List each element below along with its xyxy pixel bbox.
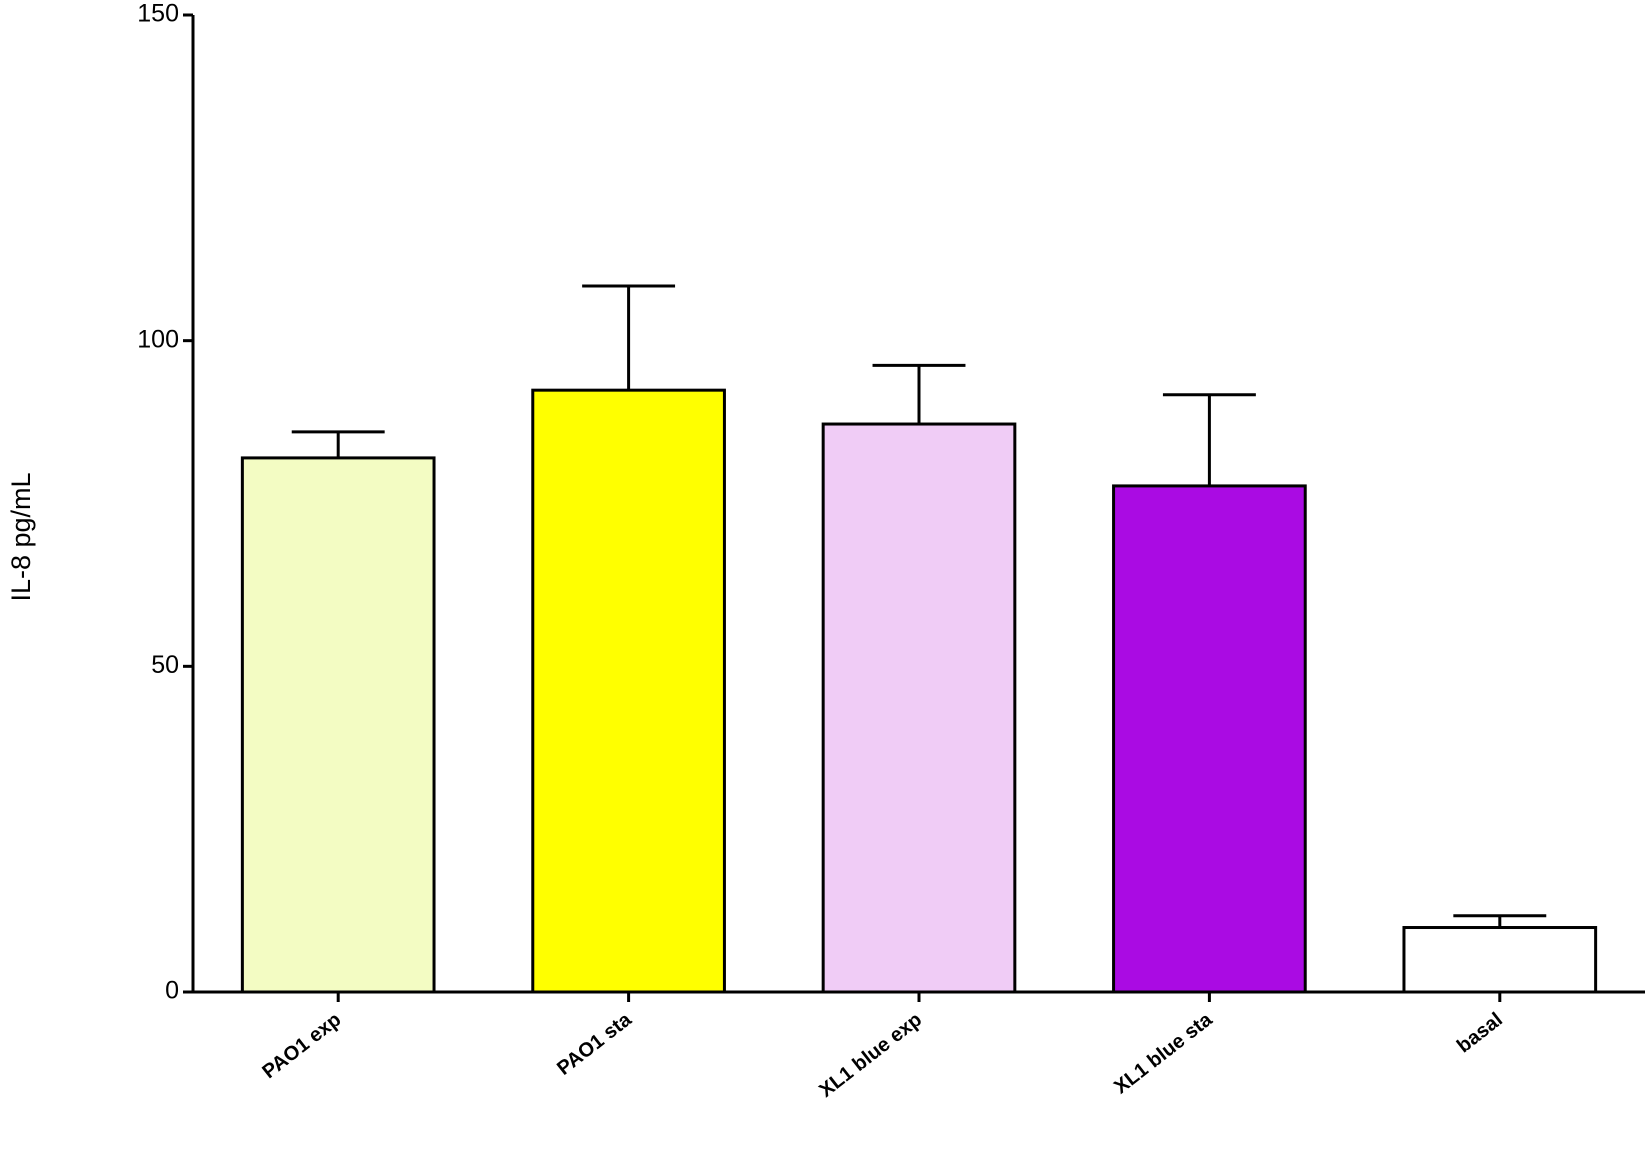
bar <box>1402 926 1598 994</box>
y-tick-label: 100 <box>137 325 179 353</box>
bar <box>240 456 436 994</box>
x-tick-label: PAO1 exp <box>258 1009 345 1084</box>
x-tick-label: XL1 blue sta <box>1110 1008 1217 1098</box>
bar <box>821 422 1017 994</box>
x-tick-label: PAO1 sta <box>553 1008 636 1080</box>
bar <box>531 388 726 994</box>
y-tick-label: 50 <box>151 651 179 679</box>
y-axis-label: IL-8 pg/mL <box>6 472 36 601</box>
y-tick-label: 150 <box>137 0 179 28</box>
x-tick-label: XL1 blue exp <box>815 1009 926 1102</box>
y-tick-label: 0 <box>165 977 179 1005</box>
x-tick-label: basal <box>1453 1009 1507 1058</box>
bar <box>1112 484 1307 994</box>
